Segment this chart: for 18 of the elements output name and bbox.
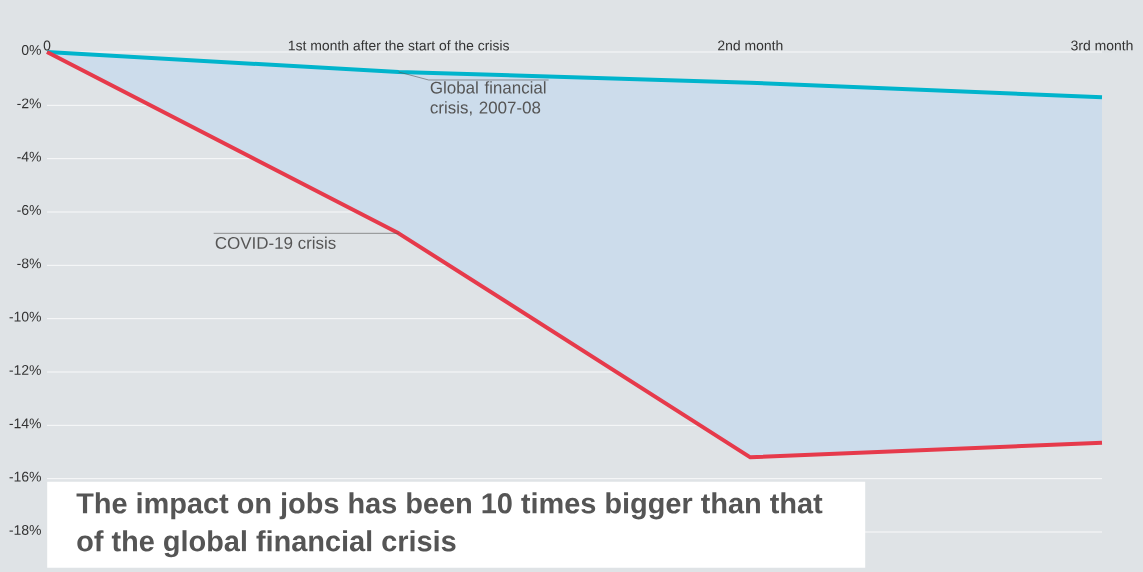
- y-tick-label: -12%: [9, 365, 41, 375]
- y-tick-label: -18%: [9, 525, 41, 535]
- x-tick-label: 2nd month: [718, 40, 783, 51]
- y-tick-label: -2%: [17, 98, 41, 109]
- series-label: COVID-19 crisis: [215, 236, 336, 249]
- text: The impact on jobs has been 10 times bigger than that of the global financial crisis: [76, 492, 823, 558]
- line-series: [45, 49, 1104, 100]
- y-tick-label: -6%: [17, 205, 41, 215]
- x-tick-label: 3rd month: [1071, 40, 1133, 51]
- x-tick-label: 1st month after the start of the crisis: [288, 40, 509, 51]
- series-label: Global financial crisis, 2007-08: [430, 81, 546, 116]
- y-tick-label: -16%: [9, 471, 41, 482]
- y-tick-label: -8%: [17, 258, 41, 269]
- x-tick-label: 0: [43, 40, 51, 51]
- y-tick-label: 0%: [21, 45, 41, 55]
- y-tick-label: -4%: [17, 151, 41, 162]
- y-tick-label: -14%: [9, 418, 41, 429]
- y-tick-label: -10%: [9, 311, 41, 322]
